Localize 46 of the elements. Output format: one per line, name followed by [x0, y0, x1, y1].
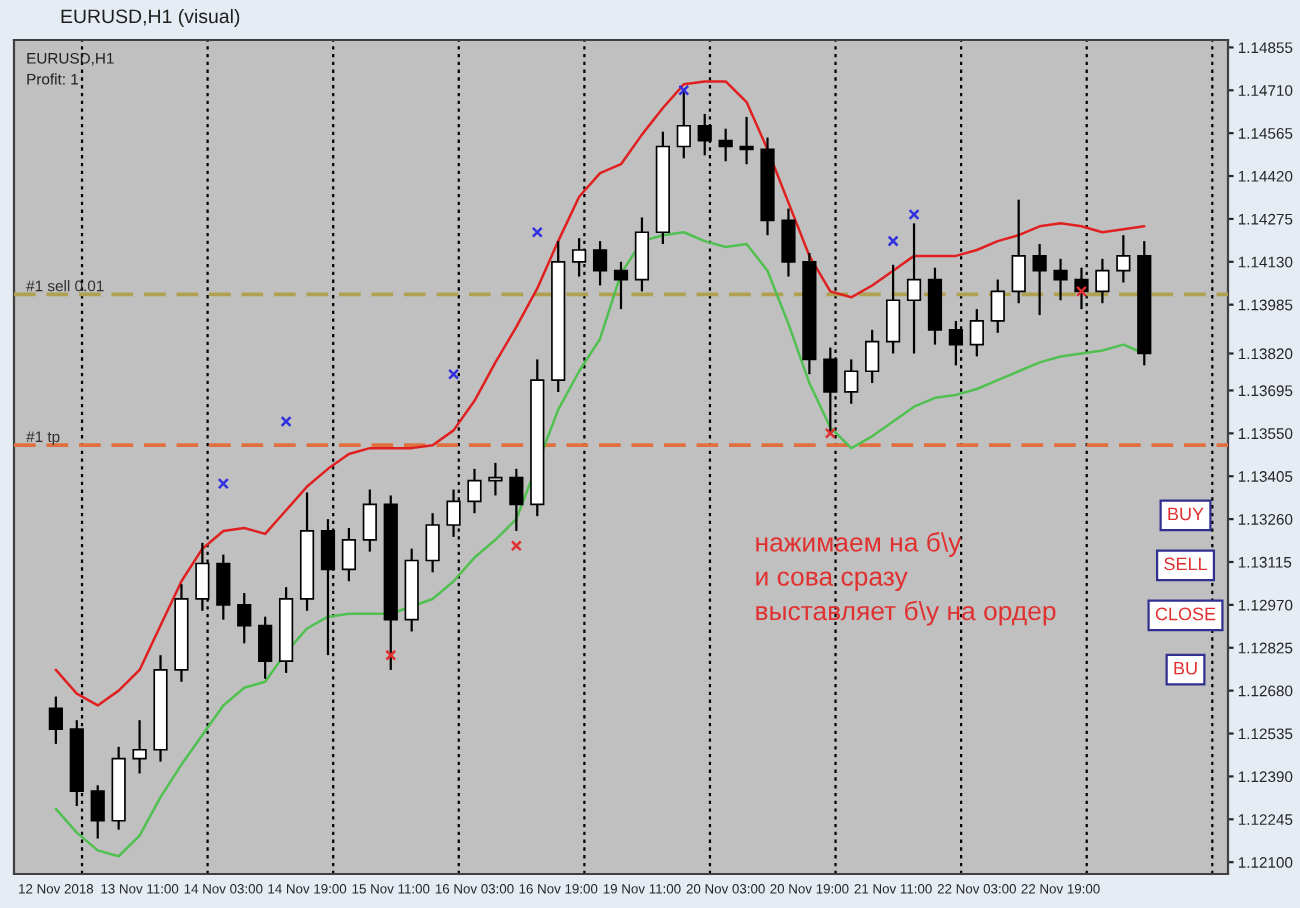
- candlestick: [362, 488, 377, 553]
- candlestick: [341, 526, 357, 583]
- candlestick: [488, 461, 503, 497]
- text: BUY: [1168, 507, 1204, 521]
- candlestick: [592, 240, 608, 287]
- point: [510, 540, 522, 552]
- candlestick: [467, 467, 482, 515]
- candlestick: [739, 115, 754, 166]
- candlestick: [781, 207, 796, 278]
- text: CLOSE: [1155, 607, 1216, 621]
- point: [385, 649, 397, 661]
- candlestick: [1053, 257, 1068, 302]
- candlestick: [1116, 234, 1131, 284]
- candlestick: [237, 591, 252, 645]
- candlestick: [509, 467, 524, 533]
- candlestick: [718, 127, 733, 163]
- candlestick: [906, 222, 922, 355]
- candlestick: [1011, 198, 1026, 305]
- candlestick: [48, 695, 63, 745]
- annotation: нажимаем на б\у и сова сразу выставляет б\у на ордер: [756, 532, 1056, 626]
- candlestick: [885, 263, 901, 355]
- point: [531, 226, 543, 238]
- candlestick: [1032, 242, 1047, 317]
- point: [908, 208, 920, 221]
- point: [447, 368, 460, 380]
- candlestick: [634, 216, 650, 293]
- point: [217, 477, 229, 490]
- text: SELL: [1164, 557, 1207, 571]
- candlestick: [990, 278, 1005, 334]
- candlestick: [1095, 257, 1110, 305]
- point: [824, 427, 836, 439]
- candlestick: [844, 358, 859, 405]
- text: BU: [1174, 661, 1197, 675]
- candlestick: [216, 553, 231, 621]
- point: [280, 415, 292, 428]
- candlestick: [132, 719, 147, 775]
- candlestick: [90, 784, 105, 840]
- point: [678, 84, 690, 96]
- candlestick: [969, 308, 984, 358]
- candlestick: [613, 260, 629, 311]
- candlestick: [865, 328, 880, 385]
- candlestick: [258, 615, 273, 680]
- chart-title: EURUSD,H1 (visual): [61, 8, 240, 28]
- candlestick: [425, 512, 440, 574]
- point: [887, 235, 899, 247]
- point: [1075, 285, 1088, 298]
